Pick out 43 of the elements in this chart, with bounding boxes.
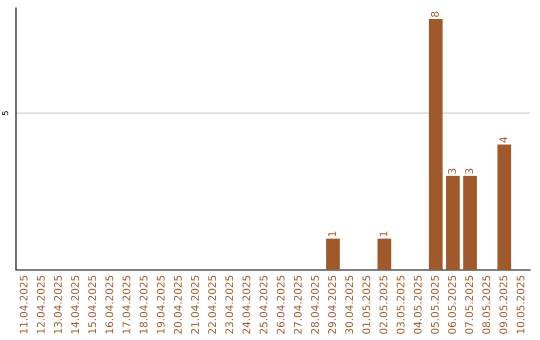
data-label: 3: [448, 168, 456, 174]
x-tick-label: 21.04.2025: [191, 276, 199, 334]
bar: [428, 18, 443, 270]
x-tick-label: 17.04.2025: [122, 276, 130, 334]
x-tick-label: 19.04.2025: [156, 276, 165, 334]
x-tick-label: 30.04.2025: [345, 276, 354, 334]
data-label: 4: [500, 137, 508, 143]
x-tick-label: 24.04.2025: [242, 276, 250, 334]
x-tick-label: 14.04.2025: [71, 276, 79, 334]
x-tick-label: 08.05.2025: [482, 276, 490, 334]
x-tick-label: 12.04.2025: [36, 276, 45, 334]
data-label: 1: [328, 232, 336, 236]
bar: [446, 176, 460, 270]
bar: [326, 238, 340, 270]
x-tick-label: 16.04.2025: [105, 276, 114, 334]
x-tick-label: 03.05.2025: [396, 276, 405, 334]
bar: [497, 144, 512, 270]
x-tick-label: 26.04.2025: [276, 276, 285, 334]
data-label: 1: [380, 232, 388, 236]
x-tick-label: 11.04.2025: [20, 276, 28, 334]
x-tick-label: 10.05.2025: [516, 276, 524, 334]
x-tick-label: 27.04.2025: [294, 276, 302, 334]
bar: [378, 238, 392, 270]
ref-line-label: 5: [2, 111, 8, 116]
x-tick-label: 09.05.2025: [499, 276, 508, 334]
x-tick-label: 04.05.2025: [414, 276, 422, 334]
x-tick-label: 05.05.2025: [430, 276, 439, 334]
x-tick-label: 02.05.2025: [380, 276, 388, 334]
x-tick-label: 28.04.2025: [310, 276, 319, 334]
x-tick-label: 13.04.2025: [54, 276, 62, 334]
x-tick-label: 23.04.2025: [225, 276, 234, 334]
x-tick-label: 07.05.2025: [465, 276, 474, 334]
x-tick-label: 25.04.2025: [260, 276, 268, 334]
x-tick-label: 06.05.2025: [448, 276, 456, 334]
x-tick-label: 22.04.2025: [208, 276, 216, 334]
bar: [463, 176, 477, 270]
x-tick-label: 18.04.2025: [140, 276, 148, 334]
x-tick-label: 15.04.2025: [88, 276, 96, 334]
x-tick-label: 29.04.2025: [328, 276, 336, 334]
x-tick-label: 01.05.2025: [362, 276, 370, 334]
data-label: 8: [430, 12, 439, 17]
x-tick-label: 20.04.2025: [174, 276, 182, 334]
data-label: 3: [465, 168, 474, 174]
